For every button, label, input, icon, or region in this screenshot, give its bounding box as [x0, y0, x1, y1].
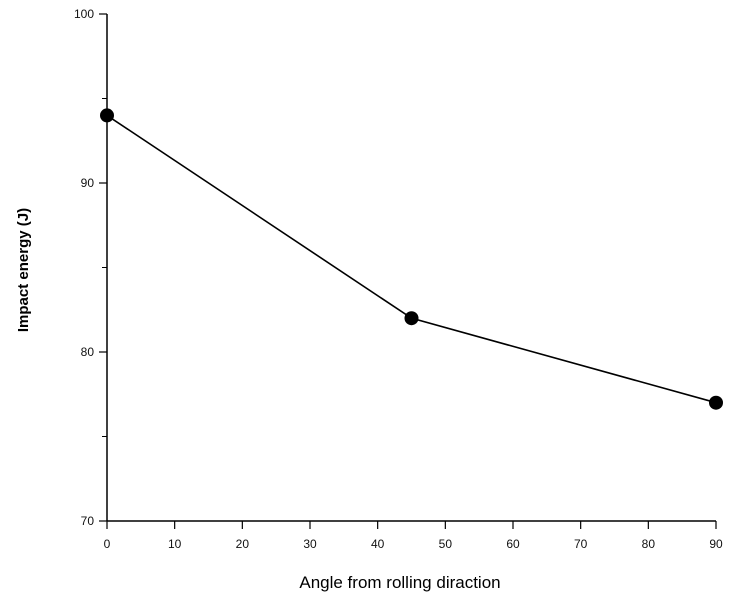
data-point — [404, 311, 419, 326]
x-tick-label: 90 — [709, 537, 723, 551]
series-points — [100, 108, 723, 410]
y-tick-label: 90 — [81, 176, 95, 190]
x-tick-label: 40 — [371, 537, 385, 551]
x-tick-label: 50 — [439, 537, 453, 551]
x-tick-label: 70 — [574, 537, 588, 551]
y-ticks: 70 80 90 100 — [74, 7, 107, 528]
series-lines — [106, 114, 717, 404]
x-tick-label: 60 — [506, 537, 520, 551]
data-point — [709, 395, 723, 410]
x-axis-label: Angle from rolling diraction — [299, 573, 500, 592]
x-tick-label: 30 — [303, 537, 317, 551]
x-ticks: 0 10 20 30 40 50 60 70 80 90 — [104, 521, 723, 551]
axes — [106, 14, 716, 522]
y-tick-label: 80 — [81, 345, 95, 359]
y-tick-label: 100 — [74, 7, 94, 21]
x-tick-label: 20 — [236, 537, 250, 551]
y-axis-label: Impact energy (J) — [15, 208, 32, 332]
y-tick-label: 70 — [81, 514, 95, 528]
x-tick-label: 10 — [168, 537, 182, 551]
series-line — [106, 114, 717, 404]
x-tick-label: 80 — [642, 537, 656, 551]
data-point — [100, 108, 114, 123]
x-tick-label: 0 — [104, 537, 111, 551]
